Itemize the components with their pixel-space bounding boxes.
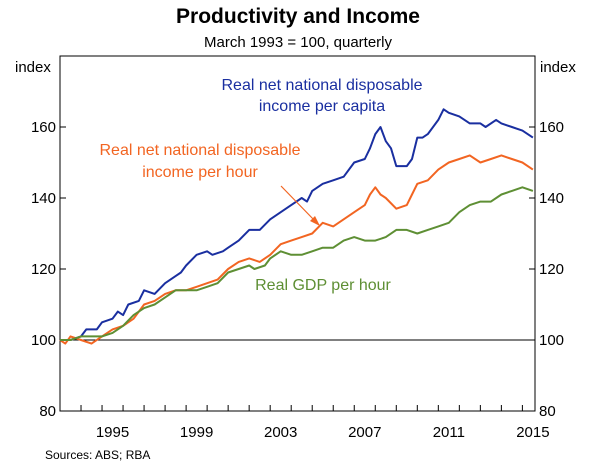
chart-title: Productivity and Income: [176, 5, 420, 28]
label-per-hour-line2: income per hour: [142, 164, 258, 181]
series-layer: [59, 108, 534, 345]
y-tick-label-right: 140: [539, 190, 564, 207]
label-per-hour-line1: Real net national disposable: [99, 142, 300, 159]
series-line-1: [59, 154, 534, 345]
annotation-arrow: [280, 185, 320, 226]
x-tick-label: 2015: [516, 424, 549, 441]
chart-subtitle: March 1993 = 100, quarterly: [204, 34, 393, 51]
y-tick-label-left: 140: [31, 190, 56, 207]
y-tick-label-left: 160: [31, 119, 56, 136]
right-axis-unit: index: [540, 59, 576, 76]
y-tick-label-right: 120: [539, 261, 564, 278]
label-per-capita-line1: Real net national disposable: [221, 77, 422, 94]
y-tick-label-right: 100: [539, 332, 564, 349]
x-tick-label: 1995: [96, 424, 129, 441]
x-tick-label: 1999: [180, 424, 213, 441]
label-gdp-per-hour: Real GDP per hour: [255, 277, 391, 294]
x-tick-label: 2007: [348, 424, 381, 441]
y-tick-label-right: 80: [539, 403, 556, 420]
x-axis: 1995 1999 2003 2007 2011 2015: [59, 405, 550, 441]
y-tick-label-right: 160: [539, 119, 564, 136]
y-tick-label-left: 120: [31, 261, 56, 278]
y-tick-label-left: 100: [31, 332, 56, 349]
y-tick-label-left: 80: [39, 403, 56, 420]
right-y-axis: 80 100 120 140 160: [529, 119, 564, 420]
x-tick-label: 2003: [264, 424, 297, 441]
label-per-capita-line2: income per capita: [259, 98, 385, 115]
label-per-capita: Real net national disposable income per …: [221, 77, 422, 115]
left-axis-unit: index: [15, 59, 51, 76]
label-per-hour: Real net national disposable income per …: [99, 142, 300, 181]
series-line-0: [60, 108, 534, 341]
left-y-axis: 80 100 120 140 160: [31, 119, 66, 420]
source-note: Sources: ABS; RBA: [45, 448, 150, 462]
x-tick-label: 2011: [433, 424, 465, 441]
series-line-2: [60, 186, 534, 341]
plot-frame: [59, 55, 536, 412]
